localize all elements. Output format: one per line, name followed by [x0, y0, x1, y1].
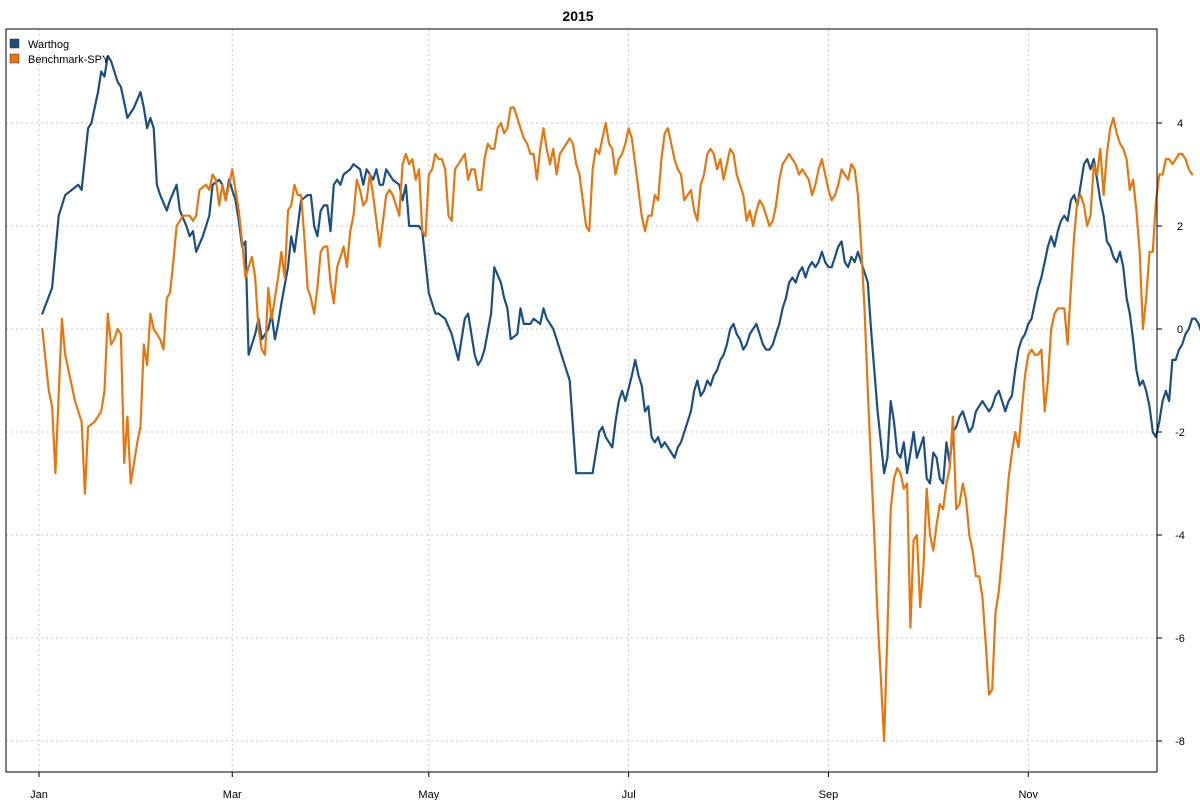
legend: Warthog Benchmark-SPY: [9, 38, 110, 66]
legend-label: Warthog: [28, 39, 69, 51]
y-tick-label: -4: [1175, 530, 1185, 542]
x-tick-label: Nov: [1018, 789, 1038, 800]
series-group: [41, 55, 1200, 743]
y-tick-label: 2: [1177, 221, 1183, 233]
y-tick-label: 4: [1177, 118, 1183, 130]
series-line-warthog: [41, 55, 1200, 485]
legend-swatch: [9, 53, 20, 64]
x-tick-label: Jul: [622, 789, 636, 800]
x-tick-label: Sep: [819, 789, 839, 800]
legend-swatch: [9, 38, 20, 49]
series-line-benchmark-spy: [41, 106, 1194, 743]
x-axis: Jan Mar May Jul Sep Nov: [30, 772, 1039, 800]
legend-label: Benchmark-SPY: [28, 54, 110, 66]
y-tick-label: 0: [1177, 324, 1183, 336]
x-tick-label: May: [418, 789, 439, 800]
x-tick-label: Jan: [30, 789, 48, 800]
y-tick-label: -6: [1175, 633, 1185, 645]
y-tick-label: -2: [1175, 427, 1185, 439]
plot-frame: [5, 28, 1158, 773]
y-axis: 4 2 0 -2 -4 -6 -8: [1157, 118, 1185, 748]
chart-title: 2015: [562, 8, 593, 24]
x-tick-label: Mar: [223, 789, 242, 800]
y-tick-label: -8: [1175, 736, 1185, 748]
grid: [6, 29, 1157, 772]
